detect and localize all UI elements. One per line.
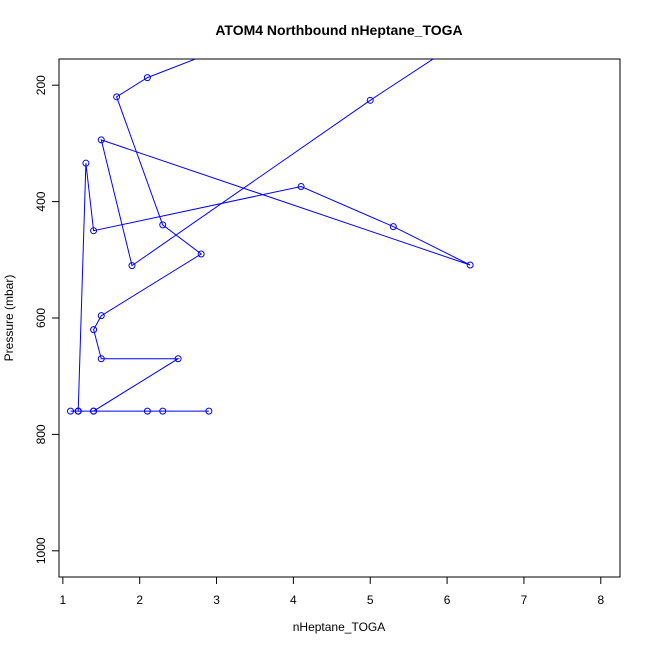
plot-frame [58, 58, 621, 578]
data-point [90, 407, 98, 415]
data-point [97, 355, 105, 363]
x-tick-label: 6 [444, 593, 451, 607]
y-tick-label: 200 [34, 75, 48, 95]
data-point [297, 182, 305, 190]
data-point [90, 227, 98, 235]
x-tick-label: 3 [213, 593, 220, 607]
x-tick-label: 1 [59, 593, 66, 607]
x-tick-label: 7 [521, 593, 528, 607]
data-point [506, 7, 512, 13]
data-point [82, 159, 90, 167]
y-tick-label: 600 [34, 308, 48, 328]
data-point [97, 312, 105, 320]
x-tick-label: 8 [597, 593, 604, 607]
data-point [67, 407, 75, 415]
y-axis: 200 400 600 800 1000 [34, 75, 60, 564]
series-line [70, 59, 209, 412]
x-tick-label: 5 [367, 593, 374, 607]
series-layer [67, 7, 512, 415]
data-point [366, 96, 374, 104]
data-point [205, 407, 213, 415]
series-line [77, 59, 471, 412]
y-tick-label: 1000 [34, 537, 48, 564]
data-point [143, 407, 151, 415]
data-point [113, 93, 121, 101]
data-point [159, 407, 167, 415]
data-point [128, 262, 136, 270]
data-point [97, 136, 105, 144]
data-point [143, 74, 151, 82]
data-point [159, 221, 167, 229]
x-tick-label: 4 [290, 593, 297, 607]
data-point [389, 223, 397, 231]
y-tick-label: 400 [34, 191, 48, 211]
data-point [174, 355, 182, 363]
y-axis-label: Pressure (mbar) [2, 275, 16, 362]
data-point [90, 326, 98, 334]
x-tick-label: 2 [136, 593, 143, 607]
data-point [74, 407, 82, 415]
chart-title: ATOM4 Northbound nHeptane_TOGA [215, 22, 462, 38]
data-point [197, 250, 205, 258]
y-tick-label: 800 [34, 424, 48, 444]
data-point [466, 261, 474, 269]
x-axis: 1 2 3 4 5 6 7 8 [59, 576, 604, 607]
x-axis-label: nHeptane_TOGA [293, 620, 386, 634]
